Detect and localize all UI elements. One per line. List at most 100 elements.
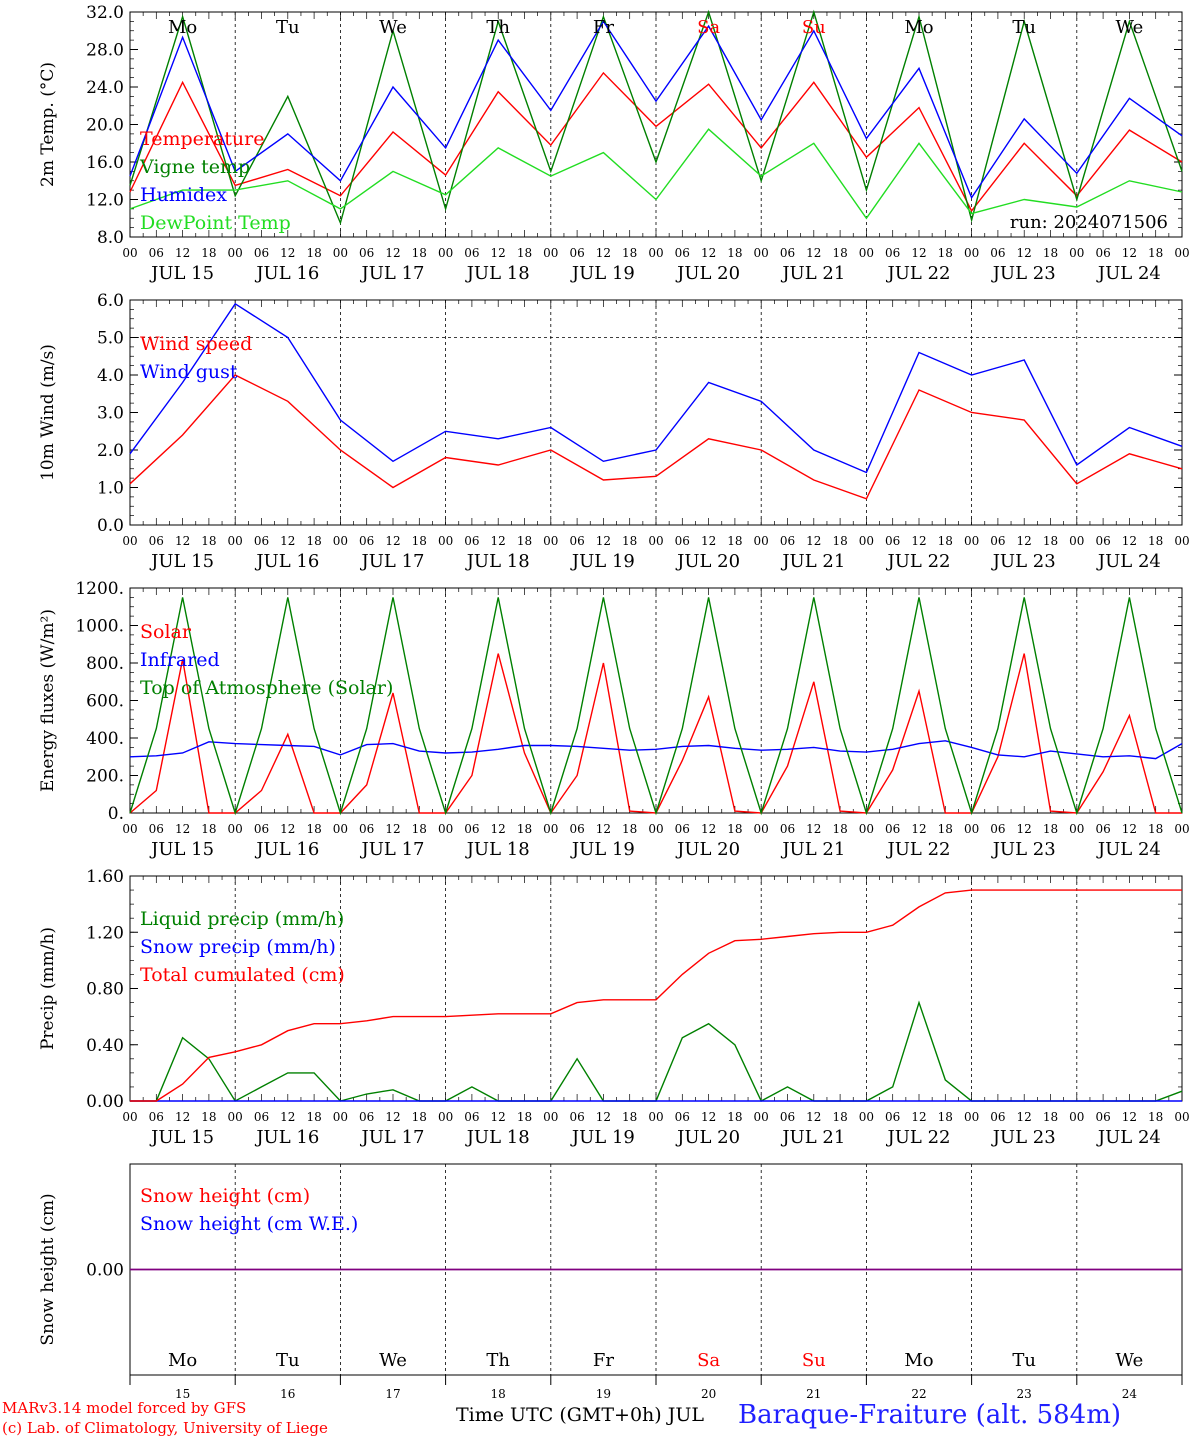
date-label: JUL 21 <box>780 551 845 572</box>
date-label: JUL 18 <box>465 839 530 860</box>
snow-weekday-label: Th <box>486 1350 510 1371</box>
hour-tick-label: 18 <box>727 822 742 836</box>
hour-tick-label: 06 <box>675 534 690 548</box>
hour-tick-label: 12 <box>806 822 821 836</box>
y-axis-label: Energy fluxes (W/m²) <box>38 609 58 792</box>
hour-tick-label: 06 <box>464 534 479 548</box>
hour-tick-label: 06 <box>464 1110 479 1124</box>
hour-tick-label: 00 <box>859 1110 874 1124</box>
hour-tick-label: 12 <box>280 246 295 260</box>
series-line-temperature <box>129 71 1183 213</box>
date-label: JUL 22 <box>886 263 951 284</box>
hour-tick-label: 06 <box>1095 1110 1110 1124</box>
date-label: JUL 24 <box>1096 551 1161 572</box>
snow-weekday-label: Su <box>802 1350 826 1371</box>
snow-weekday-label: Tu <box>1012 1350 1036 1371</box>
hour-tick-label: 00 <box>964 246 979 260</box>
legend-entry: Wind gust <box>140 361 238 383</box>
y-tick-label: 200. <box>86 767 124 787</box>
station-title: Baraque-Fraiture (alt. 584m) <box>738 1400 1122 1430</box>
hour-tick-label: 12 <box>911 1110 926 1124</box>
hour-tick-label: 12 <box>1017 246 1032 260</box>
y-tick-label: 1000. <box>75 617 124 637</box>
hour-tick-label: 12 <box>491 534 506 548</box>
date-label: JUL 16 <box>254 1127 319 1148</box>
hour-tick-label: 18 <box>201 1110 216 1124</box>
hour-tick-label: 12 <box>1017 822 1032 836</box>
hour-tick-label: 06 <box>990 1110 1005 1124</box>
hour-tick-label: 18 <box>306 822 321 836</box>
hour-tick-label: 18 <box>622 534 637 548</box>
hour-tick-label: 12 <box>385 822 400 836</box>
date-label: JUL 15 <box>149 263 214 284</box>
hour-tick-label: 18 <box>306 1110 321 1124</box>
hour-tick-label: 06 <box>569 246 584 260</box>
hour-tick-label: 00 <box>648 822 663 836</box>
weekday-label: Tu <box>276 17 300 38</box>
hour-tick-label: 18 <box>1043 534 1058 548</box>
hour-tick-label: 18 <box>727 246 742 260</box>
y-tick-label: 0. <box>108 804 124 824</box>
hour-tick-label: 18 <box>1043 1110 1058 1124</box>
hour-tick-label: 00 <box>1069 822 1084 836</box>
hour-tick-label: 00 <box>122 822 137 836</box>
hour-tick-label: 12 <box>280 822 295 836</box>
day-number-label: 17 <box>385 1387 400 1401</box>
day-number-label: 22 <box>911 1387 926 1401</box>
weekday-label: Su <box>802 17 826 38</box>
series-group <box>129 302 1183 500</box>
date-label: JUL 18 <box>465 551 530 572</box>
hour-tick-label: 00 <box>122 1110 137 1124</box>
hour-tick-label: 18 <box>1148 822 1163 836</box>
y-tick-label: 0.0 <box>97 516 124 536</box>
series-line-humidex <box>129 20 1183 200</box>
hour-tick-label: 12 <box>596 534 611 548</box>
weekday-label: Th <box>486 17 510 38</box>
hour-tick-label: 12 <box>1122 822 1137 836</box>
day-number-label: 21 <box>806 1387 821 1401</box>
hour-tick-label: 00 <box>648 1110 663 1124</box>
hour-tick-label: 06 <box>569 822 584 836</box>
date-label: JUL 23 <box>991 839 1056 860</box>
day-number-label: 16 <box>280 1387 295 1401</box>
hour-tick-label: 00 <box>333 1110 348 1124</box>
y-axis-label: Precip (mm/h) <box>38 927 58 1050</box>
hour-tick-label: 00 <box>754 822 769 836</box>
legend-entry: Infrared <box>140 649 220 671</box>
hour-tick-label: 18 <box>306 534 321 548</box>
hour-tick-label: 06 <box>464 246 479 260</box>
hour-tick-label: 12 <box>385 534 400 548</box>
date-label: JUL 24 <box>1096 263 1161 284</box>
hour-tick-label: 06 <box>675 246 690 260</box>
series-line-total-cumulated-cm- <box>130 889 1182 1102</box>
date-label: JUL 19 <box>570 839 635 860</box>
hour-tick-label: 18 <box>201 246 216 260</box>
y-tick-label: 400. <box>86 729 124 749</box>
panel-3: 00 06 12 18 JUL 15 00 06 12 18 JUL 16 00 06 12 18 JUL … <box>38 579 1190 860</box>
hour-tick-label: 06 <box>780 822 795 836</box>
panel-frame <box>129 587 1183 814</box>
legend-entry: Wind speed <box>140 333 252 355</box>
hour-tick-label: 12 <box>806 246 821 260</box>
hour-tick-label: 00 <box>964 822 979 836</box>
hour-tick-label: 00 <box>228 1110 243 1124</box>
series-group <box>129 9 1183 226</box>
hour-tick-label: 00 <box>648 534 663 548</box>
series-line-vigne-temp <box>129 9 1183 226</box>
hour-tick-label: 18 <box>412 534 427 548</box>
model-credit: MARv3.14 model forced by GFS <box>2 1399 247 1417</box>
hour-tick-label: 18 <box>938 534 953 548</box>
date-label: JUL 19 <box>570 1127 635 1148</box>
hour-tick-label: 06 <box>990 534 1005 548</box>
date-label: JUL 20 <box>675 551 740 572</box>
day-number-label: 24 <box>1122 1387 1138 1401</box>
date-label: JUL 20 <box>675 839 740 860</box>
hour-tick-label: 00 <box>122 534 137 548</box>
panel-4: 00 06 12 18 JUL 15 00 06 12 18 JUL 16 00 06 12 18 JUL … <box>38 867 1190 1148</box>
hour-tick-label: 06 <box>149 822 164 836</box>
panel-2: 00 06 12 18 JUL 15 00 06 12 18 JUL 16 00 06 12 18 JUL … <box>38 291 1190 572</box>
date-label: JUL 21 <box>780 263 845 284</box>
hour-tick-label: 06 <box>569 1110 584 1124</box>
y-tick-label: 1.20 <box>86 923 124 943</box>
hour-tick-label: 12 <box>1122 1110 1137 1124</box>
